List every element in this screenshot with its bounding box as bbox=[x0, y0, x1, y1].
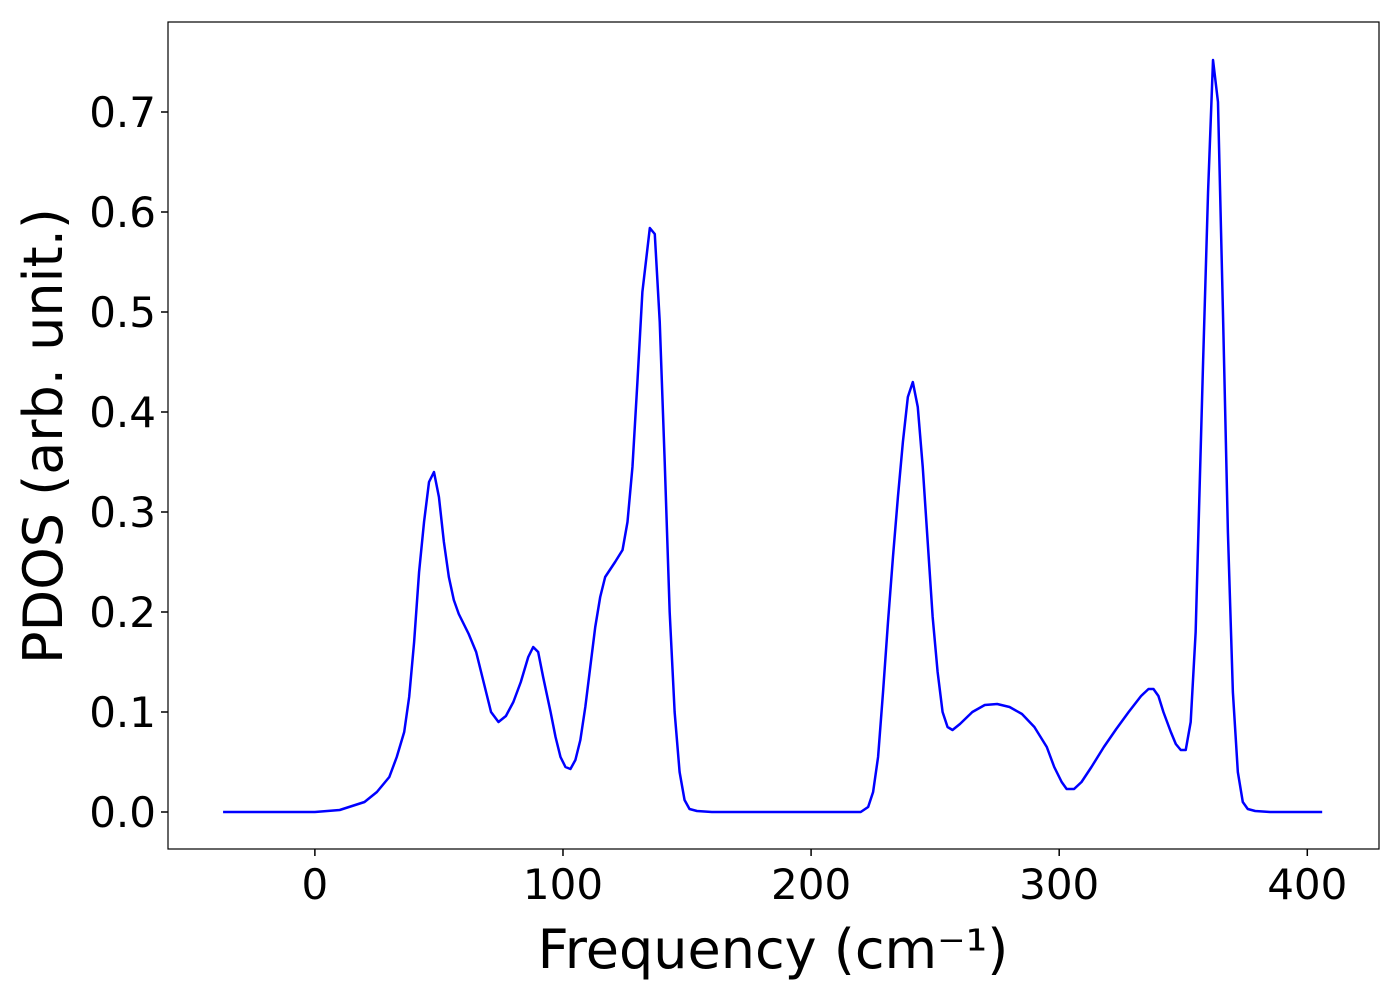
y-tick-label: 0.0 bbox=[89, 788, 156, 837]
x-tick-label: 300 bbox=[1019, 860, 1099, 909]
y-tick-label: 0.3 bbox=[89, 488, 156, 537]
y-axis-label: PDOS (arb. unit.) bbox=[12, 208, 75, 664]
y-tick-label: 0.4 bbox=[89, 388, 156, 437]
y-tick-label: 0.2 bbox=[89, 588, 156, 637]
y-tick-label: 0.5 bbox=[89, 288, 156, 337]
y-tick-label: 0.7 bbox=[89, 88, 156, 137]
y-tick-label: 0.1 bbox=[89, 688, 156, 737]
x-tick-label: 400 bbox=[1267, 860, 1347, 909]
data-line bbox=[223, 58, 1323, 814]
x-tick-label: 100 bbox=[523, 860, 603, 909]
plot-frame bbox=[167, 21, 1380, 850]
x-tick-label: 200 bbox=[771, 860, 851, 909]
y-tick-label: 0.6 bbox=[89, 188, 156, 237]
x-axis-label: Frequency (cm⁻¹) bbox=[538, 918, 1009, 981]
x-tick-label: 0 bbox=[302, 860, 329, 909]
